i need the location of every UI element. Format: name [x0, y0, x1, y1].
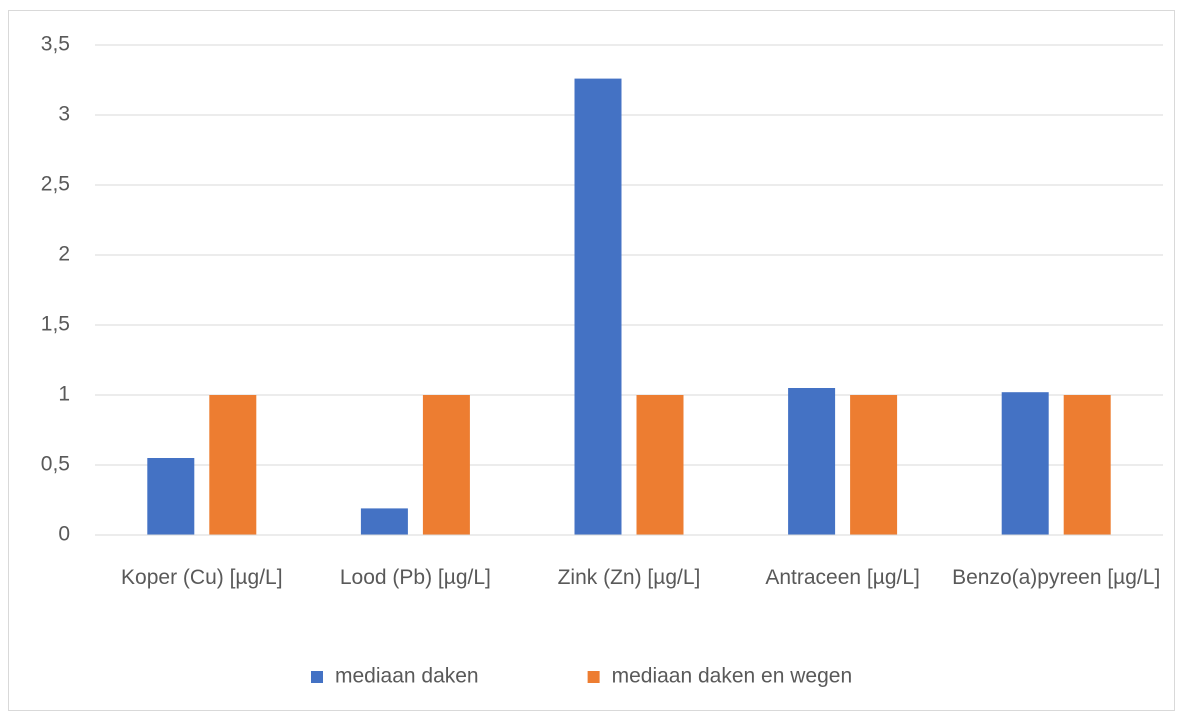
x-tick-label: Antraceen [µg/L]: [765, 566, 920, 589]
y-tick-label: 0: [58, 523, 70, 546]
y-tick-label: 3: [58, 103, 70, 126]
x-tick-label: Zink (Zn) [µg/L]: [557, 566, 701, 589]
y-tick-label: 1,5: [41, 313, 70, 336]
bar: [209, 395, 257, 535]
bar: [1063, 395, 1111, 535]
y-tick-label: 1: [58, 383, 70, 406]
x-tick-label: Lood (Pb) [µg/L]: [339, 566, 491, 589]
bar: [1001, 392, 1049, 535]
bar: [147, 458, 195, 535]
x-tick-label: Benzo(a)pyreen [µg/L]: [952, 566, 1161, 589]
bar: [422, 395, 470, 535]
bar: [788, 388, 836, 535]
y-tick-label: 2,5: [41, 173, 70, 196]
legend-swatch: [311, 671, 323, 683]
bar: [636, 395, 684, 535]
x-tick-label: Koper (Cu) [µg/L]: [121, 566, 283, 589]
bar: [850, 395, 898, 535]
legend-label: mediaan daken en wegen: [612, 665, 853, 688]
y-tick-label: 2: [58, 243, 70, 266]
bar: [574, 78, 622, 535]
y-tick-label: 0,5: [41, 453, 70, 476]
y-tick-label: 3,5: [41, 33, 70, 56]
legend-label: mediaan daken: [335, 665, 479, 688]
legend-swatch: [587, 671, 600, 683]
bar: [360, 508, 408, 535]
